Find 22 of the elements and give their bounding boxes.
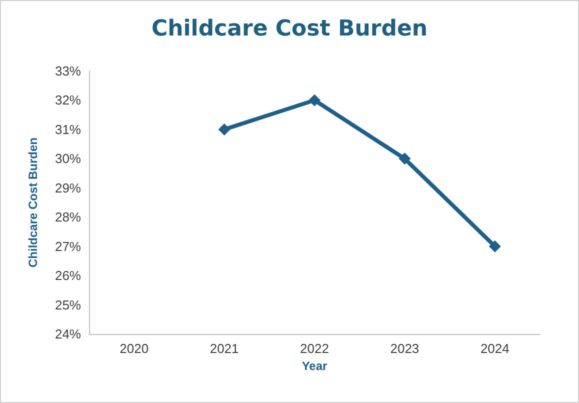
x-axis-title: Year xyxy=(302,359,328,373)
y-tick-label: 26% xyxy=(54,268,82,284)
point xyxy=(218,123,230,136)
y-axis-title: Childcare Cost Burden xyxy=(26,137,40,268)
point xyxy=(398,152,411,165)
y-tick-label: 29% xyxy=(54,180,82,196)
x-tick-label: 2020 xyxy=(120,341,149,356)
chart-title: Childcare Cost Burden xyxy=(151,16,428,42)
y-tick-label: 27% xyxy=(54,238,82,254)
y-tick-label: 25% xyxy=(54,297,82,312)
y-tick-label: 32% xyxy=(54,92,82,108)
x-tick-label: 2023 xyxy=(390,341,420,356)
y-tick-label: 33% xyxy=(54,64,82,78)
y-tick-label: 28% xyxy=(54,210,82,225)
y-tick-label: 24% xyxy=(54,326,82,342)
y-tick-label: 30% xyxy=(54,151,82,166)
x-tick-label: 2022 xyxy=(300,341,329,356)
x-tick-label: 2021 xyxy=(210,341,239,356)
x-tick-label: 2024 xyxy=(480,341,510,356)
point xyxy=(488,240,501,252)
point xyxy=(308,94,320,106)
y-tick-label: 31% xyxy=(54,122,82,137)
